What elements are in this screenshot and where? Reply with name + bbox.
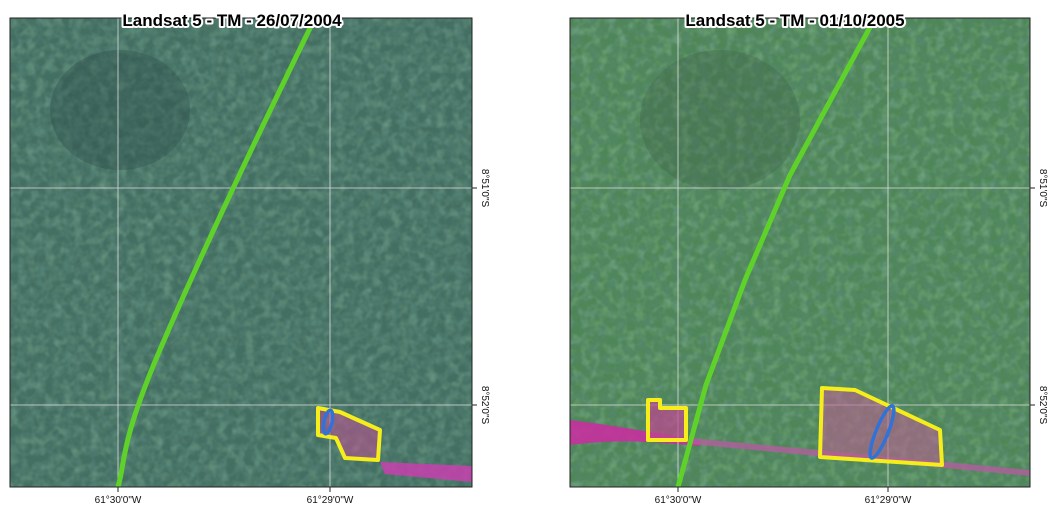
panel-title: Landsat 5 - TM - 26/07/2004 bbox=[122, 11, 342, 30]
y-coordinate-label: 8°51'0"S bbox=[479, 169, 490, 208]
image-panel-left bbox=[10, 18, 472, 487]
y-coordinate-label: 8°52'0"S bbox=[479, 386, 490, 425]
y-coordinate-label: 8°51'0"S bbox=[1037, 169, 1048, 208]
x-coordinate-label: 61°29'0"W bbox=[865, 495, 912, 506]
panel-title: Landsat 5 - TM - 01/10/2005 bbox=[685, 11, 904, 30]
map-figure: Landsat 5 - TM - 26/07/2004 Landsat 5 - … bbox=[0, 0, 1055, 510]
x-coordinate-label: 61°30'0"W bbox=[655, 495, 702, 506]
x-coordinate-label: 61°29'0"W bbox=[307, 495, 354, 506]
x-coordinate-label: 61°30'0"W bbox=[95, 495, 142, 506]
y-coordinate-label: 8°52'0"S bbox=[1037, 386, 1048, 425]
image-panel-right bbox=[570, 18, 1030, 487]
